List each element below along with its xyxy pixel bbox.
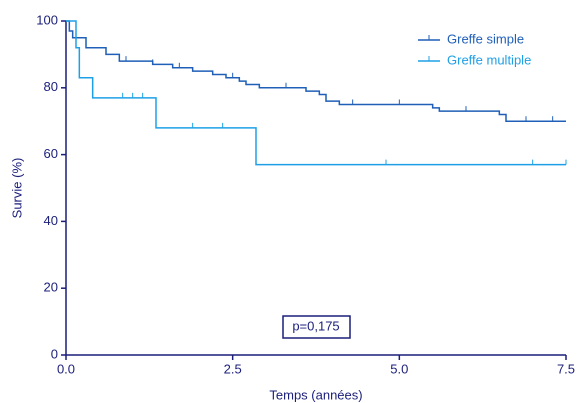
y-tick-label: 100 <box>36 12 58 27</box>
x-axis-label: Temps (années) <box>269 387 362 402</box>
survival-curve <box>66 20 566 166</box>
legend-label: Greffe multiple <box>447 52 531 67</box>
annotation: p=0,175 <box>292 318 339 333</box>
y-tick-label: 20 <box>44 280 58 295</box>
x-tick-label: 5.0 <box>390 361 408 376</box>
y-tick-label: 80 <box>44 79 58 94</box>
y-tick-label: 0 <box>51 346 58 361</box>
y-tick-label: 60 <box>44 146 58 161</box>
x-tick-label: 2.5 <box>224 361 242 376</box>
survival-curve <box>66 20 566 122</box>
y-axis-label: Survie (%) <box>9 158 24 219</box>
y-tick-label: 40 <box>44 213 58 228</box>
legend-label: Greffe simple <box>447 31 524 46</box>
x-tick-label: 0.0 <box>57 361 75 376</box>
x-tick-label: 7.5 <box>557 361 575 376</box>
annotation-box <box>282 315 351 339</box>
